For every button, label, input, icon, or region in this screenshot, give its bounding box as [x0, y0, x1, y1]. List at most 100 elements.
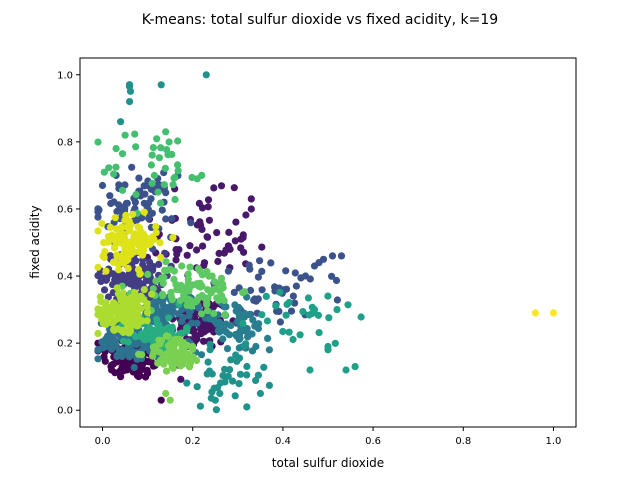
data-point-cluster-17 — [111, 214, 119, 222]
data-point-cluster-14 — [210, 309, 218, 318]
data-point-cluster-0 — [147, 358, 155, 366]
data-point-cluster-5 — [291, 269, 299, 277]
data-point-cluster-18 — [549, 309, 558, 317]
data-point-cluster-2 — [173, 250, 181, 258]
data-point-cluster-2 — [183, 251, 191, 259]
data-point-cluster-13 — [118, 186, 127, 194]
data-point-cluster-16 — [134, 296, 143, 304]
data-point-cluster-1 — [177, 375, 185, 383]
data-point-cluster-0 — [113, 358, 121, 366]
data-point-cluster-15 — [166, 347, 174, 355]
data-point-cluster-13 — [148, 151, 156, 159]
data-point-cluster-2 — [186, 242, 194, 250]
data-point-cluster-0 — [108, 366, 116, 374]
chart-title: K-means: total sulfur dioxide vs fixed a… — [142, 12, 498, 28]
data-point-cluster-15 — [181, 347, 189, 356]
data-point-cluster-5 — [332, 276, 341, 285]
data-point-cluster-13 — [105, 164, 113, 172]
data-point-cluster-4 — [147, 195, 155, 203]
data-point-cluster-15 — [176, 356, 184, 364]
data-point-cluster-14 — [219, 284, 227, 292]
data-point-cluster-15 — [180, 340, 188, 348]
data-point-cluster-13 — [132, 191, 140, 199]
data-point-cluster-16 — [110, 326, 118, 334]
data-point-cluster-14 — [205, 272, 213, 280]
data-point-cluster-15 — [159, 354, 167, 362]
data-point-cluster-4 — [187, 219, 195, 227]
data-point-cluster-3 — [100, 286, 109, 294]
data-point-cluster-14 — [182, 287, 190, 295]
data-point-cluster-17 — [126, 248, 134, 256]
data-point-cluster-2 — [213, 229, 221, 237]
data-point-cluster-0 — [117, 373, 125, 381]
data-point-cluster-12 — [132, 333, 140, 341]
data-point-cluster-16 — [96, 293, 104, 301]
data-point-cluster-9 — [211, 396, 219, 404]
data-point-cluster-6 — [105, 341, 113, 350]
data-point-cluster-8 — [265, 346, 273, 354]
data-point-cluster-2 — [247, 195, 255, 203]
y-axis-label: fixed acidity — [28, 205, 42, 278]
data-point-cluster-9 — [212, 406, 220, 414]
data-point-cluster-11 — [285, 328, 293, 336]
data-point-cluster-5 — [328, 272, 336, 280]
data-point-cluster-8 — [206, 315, 214, 323]
data-point-cluster-13 — [169, 181, 177, 189]
data-point-cluster-13 — [157, 144, 165, 152]
data-point-cluster-11 — [325, 314, 333, 322]
data-point-cluster-12 — [153, 315, 161, 324]
data-point-cluster-8 — [220, 322, 228, 330]
data-point-cluster-16 — [103, 303, 111, 311]
data-point-cluster-11 — [314, 311, 322, 319]
data-point-cluster-2 — [195, 199, 203, 207]
data-point-cluster-11 — [283, 300, 291, 308]
data-point-cluster-17 — [99, 252, 107, 260]
data-point-cluster-14 — [161, 266, 169, 274]
data-point-cluster-3 — [132, 257, 140, 265]
data-point-cluster-7 — [188, 319, 196, 327]
data-point-cluster-4 — [113, 207, 121, 216]
data-point-cluster-14 — [203, 307, 211, 315]
data-point-cluster-17 — [108, 231, 116, 239]
y-tick-label: 0.6 — [57, 204, 73, 215]
data-point-cluster-13 — [100, 168, 108, 176]
data-point-cluster-5 — [245, 261, 253, 269]
data-point-cluster-13 — [161, 164, 169, 172]
data-point-cluster-13 — [198, 171, 206, 179]
data-point-cluster-14 — [168, 296, 176, 304]
data-point-cluster-11 — [342, 366, 350, 374]
data-point-cluster-11 — [333, 306, 341, 314]
data-point-cluster-15 — [162, 332, 171, 340]
data-point-cluster-17 — [121, 216, 129, 224]
data-point-cluster-9 — [206, 346, 214, 354]
data-point-cluster-9 — [226, 366, 234, 374]
data-point-cluster-14 — [188, 302, 196, 310]
data-point-cluster-14 — [198, 271, 206, 279]
data-point-cluster-17 — [111, 243, 119, 251]
data-point-cluster-11 — [357, 313, 365, 321]
x-tick-label: 0.0 — [95, 436, 111, 447]
data-point-cluster-17 — [124, 264, 132, 272]
data-point-cluster-13 — [154, 188, 162, 196]
data-point-cluster-2 — [217, 182, 226, 190]
data-point-cluster-3 — [109, 270, 117, 278]
data-point-cluster-9 — [252, 376, 260, 385]
y-tick-label: 0.0 — [57, 406, 73, 417]
data-point-cluster-13 — [121, 131, 129, 139]
data-point-cluster-8 — [235, 313, 243, 321]
data-point-cluster-5 — [333, 296, 341, 304]
data-point-cluster-2 — [232, 218, 240, 226]
data-point-cluster-17 — [117, 235, 126, 243]
y-axis-ticks: 0.0 0.2 0.4 0.6 0.8 1.0 — [57, 70, 80, 417]
data-point-cluster-9 — [227, 356, 235, 364]
data-point-cluster-13 — [112, 163, 120, 171]
data-point-cluster-8 — [197, 351, 206, 359]
data-point-cluster-15 — [189, 342, 197, 351]
data-point-cluster-14 — [167, 288, 175, 297]
data-point-cluster-17 — [169, 233, 177, 242]
data-point-cluster-11 — [279, 327, 287, 336]
data-point-cluster-11 — [324, 292, 332, 300]
data-point-cluster-15 — [169, 364, 177, 372]
data-point-cluster-2 — [214, 257, 222, 265]
data-point-cluster-14 — [184, 275, 192, 283]
